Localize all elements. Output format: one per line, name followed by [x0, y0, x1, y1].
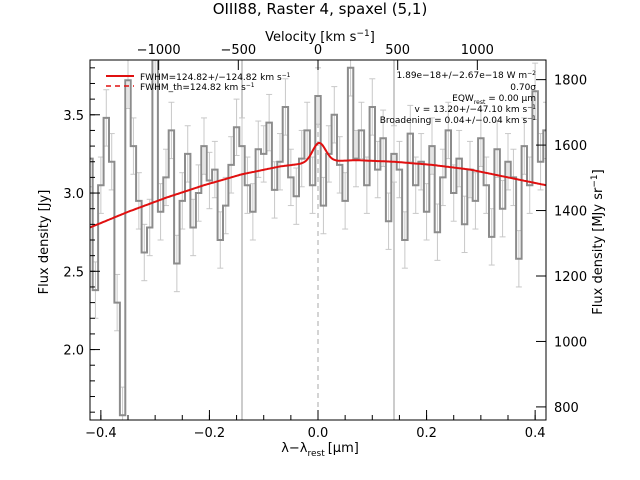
right-tick-label: 800: [554, 401, 579, 416]
annotation-velocity: v = 13.20+/−47.10 km s−1: [415, 104, 537, 115]
annotation-eqw-sub: rest: [474, 99, 486, 106]
legend: FWHM=124.82+/−124.82 km s−1FWHM_th=124.8…: [106, 72, 291, 93]
top-axis-label: Velocity [km s−1]: [265, 29, 375, 45]
annotation-broadening-text: Broadening = 0.04+/−0.04 km s: [380, 116, 528, 126]
model-fit-line: [90, 141, 546, 229]
x-axis-label-sub: rest: [307, 449, 325, 459]
axes-group: −0.4 −0.2 0.0 0.2 0.4 −1000 −500 0 500 1000 2.0 2.5…: [63, 43, 587, 441]
top-axis-label-sup: −1: [356, 29, 369, 39]
velocity-tick-label: −1000: [137, 43, 181, 58]
x-tick-label: 0.4: [525, 426, 546, 441]
x-axis-label: λ−λrest [μm]: [281, 441, 359, 459]
legend-label-text: FWHM=124.82+/−124.82 km s: [140, 73, 282, 83]
x-tick-label: −0.2: [194, 426, 226, 441]
x-axis-label-main: λ−λ: [281, 441, 308, 456]
legend-label: FWHM_th=124.82 km s−1: [140, 82, 255, 93]
y-axis-label: Flux density [Jy]: [37, 190, 52, 295]
top-axis-label-text: Velocity [km s: [265, 30, 357, 45]
x-axis-label-unit: [μm]: [328, 441, 359, 456]
right-tick-label: 1600: [554, 139, 587, 154]
legend-label: FWHM=124.82+/−124.82 km s−1: [140, 72, 291, 83]
right-tick-label: 1200: [554, 270, 587, 285]
chart-title: OIII88, Raster 4, spaxel (5,1): [213, 0, 428, 18]
annotation-broadening: Broadening = 0.04+/−0.04 km s−1: [380, 115, 536, 126]
annotation-flux-text: 1.89e−18+/−2.67e−18 W m: [397, 71, 528, 81]
legend-label-sup: −1: [246, 82, 255, 89]
x-tick-label: 0.2: [416, 426, 437, 441]
annotation-velocity-sup: −1: [527, 104, 536, 111]
annotation-flux: 1.89e−18+/−2.67e−18 W m−2: [397, 70, 537, 81]
y-tick-label: 2.5: [63, 265, 84, 280]
annotation-eqw-text: EQW: [452, 94, 474, 104]
annotation-sigma: 0.70σ: [510, 83, 536, 93]
annotation-broadening-sup: −1: [527, 115, 536, 122]
legend-label-sup: −1: [282, 72, 291, 79]
plot-inner: [90, 60, 546, 420]
annotation-eqw-value: = 0.00 μm: [485, 94, 536, 104]
x-tick-label: 0.0: [308, 426, 329, 441]
right-axis-label-close: ]: [591, 169, 606, 174]
y-tick-label: 3.5: [63, 109, 84, 124]
annotation-flux-sup: −2: [527, 70, 536, 77]
legend-label-text: FWHM_th=124.82 km s: [140, 83, 246, 93]
annotation-velocity-text: v = 13.20+/−47.10 km s: [415, 105, 528, 115]
velocity-tick-label: 1000: [461, 43, 494, 58]
annotation-eqw: EQWrest = 0.00 μm: [452, 94, 536, 106]
velocity-tick-label: 0: [314, 43, 322, 58]
x-tick-label: −0.4: [85, 426, 117, 441]
right-axis-label-text: Flux density [MJy sr: [591, 187, 606, 315]
plot-area: [90, 60, 546, 420]
velocity-tick-label: −500: [220, 43, 256, 58]
right-tick-label: 1400: [554, 205, 587, 220]
y-tick-label: 3.0: [63, 187, 84, 202]
velocity-tick-label: 500: [385, 43, 410, 58]
right-tick-label: 1000: [554, 335, 587, 350]
top-axis-label-close: ]: [370, 30, 375, 45]
y-tick-label: 2.0: [63, 344, 84, 359]
right-axis-label: Flux density [MJy sr−1]: [590, 169, 606, 314]
right-axis-label-sup: −1: [590, 174, 600, 187]
right-tick-label: 1800: [554, 74, 587, 89]
